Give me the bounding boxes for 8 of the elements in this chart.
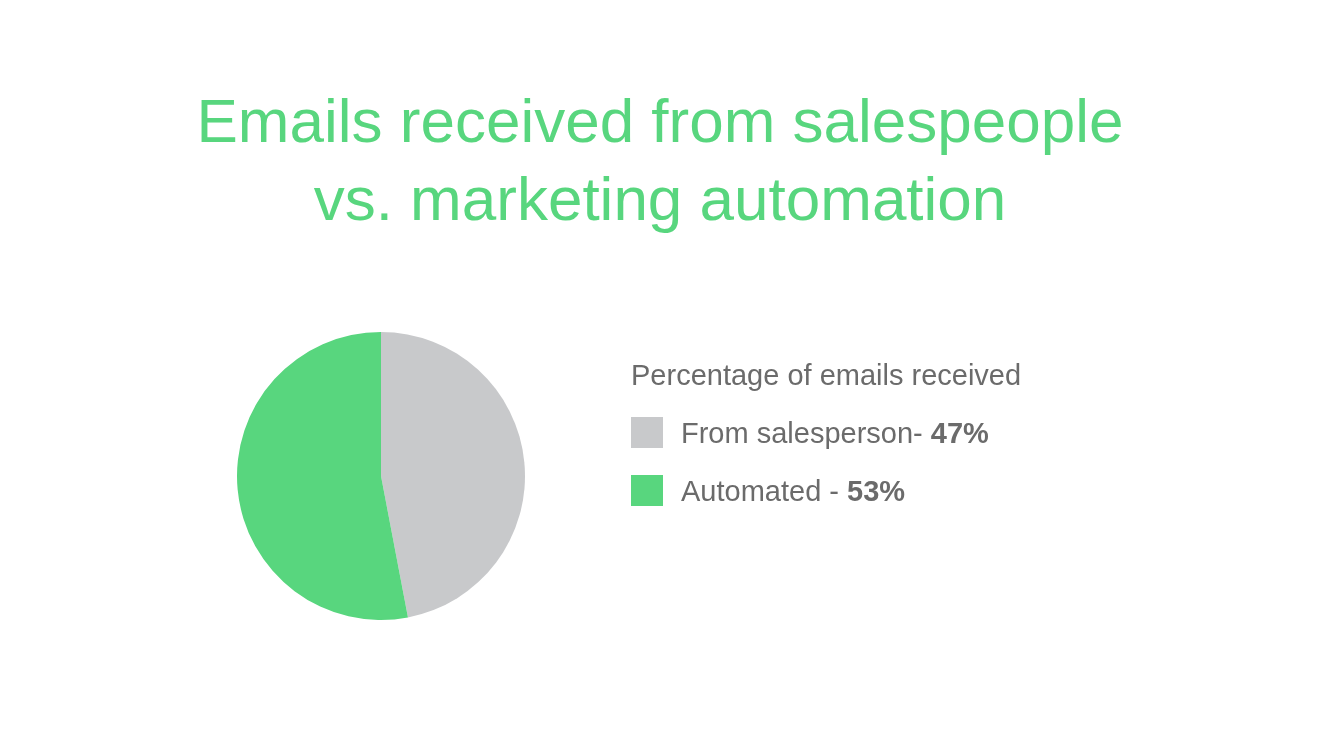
pie-slice — [237, 332, 408, 620]
legend-label: Automated - — [681, 475, 839, 507]
data-label: 53% — [847, 475, 906, 507]
data-label: 47% — [930, 417, 990, 449]
legend-title: Percentage of emails received — [631, 359, 1022, 391]
chart-title: Emails received from salespeople vs. marketing automation — [196, 86, 1124, 233]
pie-slice — [381, 332, 525, 618]
legend-label: From salesperson- — [681, 417, 923, 449]
